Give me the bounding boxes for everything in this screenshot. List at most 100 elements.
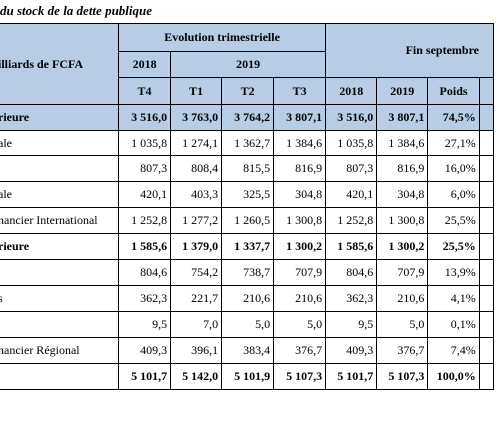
row-label: ale [0,181,120,208]
cell-value: 9,5 [118,311,172,338]
cell-value: 5 101,7 [325,363,378,390]
table-row: nancier International 1 252,8 1 277,2 1 260… [0,207,495,234]
year-2018-header: 2018 [118,51,172,78]
cell-value: 707,9 [376,259,429,286]
cell-value: 1 035,8 [118,130,172,156]
table-row: rieure 3 516,0 3 763,0 3 764,2 3 807,1 3 516,… [0,104,495,131]
table-row: 807,3 808,4 815,5 816,9 807,3 816,9 16,0% [0,155,495,182]
cell-value: 376,7 [376,337,429,364]
cell-value: 6,0% [427,181,480,208]
col-header: T3 [273,77,327,105]
col-header: Poids [427,77,480,105]
cell-value: 362,3 [325,285,378,312]
cell-value: 5 107,3 [376,363,429,390]
cell-value: 3 763,0 [170,104,223,131]
cell-value: 1 252,8 [325,207,378,234]
cell-value: 304,8 [376,181,429,208]
cell-value: 27,1% [427,130,480,156]
cell-blank [478,233,495,260]
cell-value: 1 300,8 [273,207,327,234]
row-label: s [0,285,120,312]
cell-value: 1 362,7 [221,130,275,156]
cell-value: 0,1% [427,311,480,338]
table-row: 804,6 754,2 738,7 707,9 804,6 707,9 13,9% [0,259,495,286]
cell-value: 420,1 [118,181,172,208]
table-row: nancier Régional 409,3 396,1 383,4 376,7 409,… [0,337,495,364]
cell-value: 5 107,3 [273,363,327,390]
evolution-header: Evolution trimestrielle [118,23,327,52]
cell-value: 1 252,8 [118,207,172,234]
col-header: 2019 [376,77,429,105]
cell-value: 3 807,1 [273,104,327,131]
col-header-blank [478,77,495,105]
row-label: nancier International [0,207,120,234]
cell-value: 100,0% [427,363,480,390]
cell-value: 804,6 [325,259,378,286]
cell-value: 3 516,0 [118,104,172,131]
cell-value: 25,5% [427,233,480,260]
cell-value: 807,3 [325,155,378,182]
cell-value: 210,6 [273,285,327,312]
cell-blank [478,155,495,182]
cell-value: 210,6 [376,285,429,312]
cell-value: 304,8 [273,181,327,208]
cell-value: 1 585,6 [325,233,378,260]
cell-value: 804,6 [118,259,172,286]
row-label [0,155,120,182]
cell-value: 5 101,7 [118,363,172,390]
cell-value: 210,6 [221,285,275,312]
cell-value: 5,0 [376,311,429,338]
cell-value: 420,1 [325,181,378,208]
cell-value: 1 277,2 [170,207,223,234]
cell-blank [478,337,495,364]
cell-value: 5 142,0 [170,363,223,390]
table-row: 5 101,7 5 142,0 5 101,9 5 107,3 5 101,7 5 107… [0,363,495,390]
cell-blank [478,130,495,156]
table-row: 9,5 7,0 5,0 5,0 9,5 5,0 0,1% [0,311,495,338]
cell-blank [478,207,495,234]
table-title: du stock de la dette publique [0,3,153,18]
cell-value: 1 384,6 [376,130,429,156]
cell-value: 396,1 [170,337,223,364]
cell-value: 1 300,8 [376,207,429,234]
row-label [0,311,120,338]
cell-value: 409,3 [118,337,172,364]
fin-septembre-header: Fin septembre [325,23,494,78]
cell-value: 754,2 [170,259,223,286]
cell-value: 5,0 [273,311,327,338]
cell-value: 816,9 [273,155,327,182]
cell-value: 325,5 [221,181,275,208]
cell-value: 1 337,7 [221,233,275,260]
cell-blank [478,104,495,131]
col-header: T2 [221,77,275,105]
cell-blank [478,363,495,390]
cell-value: 1 260,5 [221,207,275,234]
cell-value: 9,5 [325,311,378,338]
cell-value: 816,9 [376,155,429,182]
cell-value: 1 300,2 [273,233,327,260]
cell-value: 5,0 [221,311,275,338]
cell-value: 1 384,6 [273,130,327,156]
cell-value: 738,7 [221,259,275,286]
cell-value: 707,9 [273,259,327,286]
cell-value: 16,0% [427,155,480,182]
cell-value: 3 807,1 [376,104,429,131]
cell-value: 221,7 [170,285,223,312]
cell-value: 808,4 [170,155,223,182]
cell-blank [478,181,495,208]
cell-value: 1 379,0 [170,233,223,260]
cell-blank [478,259,495,286]
table-row: ale1 035,81 274,11 362,71 384,61 035,81 … [0,130,495,156]
cell-value: 1 035,8 [325,130,378,156]
cell-value: 3 516,0 [325,104,378,131]
cell-value: 5 101,9 [221,363,275,390]
col-header: T4 [118,77,172,105]
cell-blank [478,285,495,312]
row-label [0,363,120,390]
unit-header: illiards de FCFA [0,23,120,105]
row-label: ale [0,130,120,156]
cell-value: 25,5% [427,207,480,234]
cell-value: 74,5% [427,104,480,131]
cell-value: 815,5 [221,155,275,182]
